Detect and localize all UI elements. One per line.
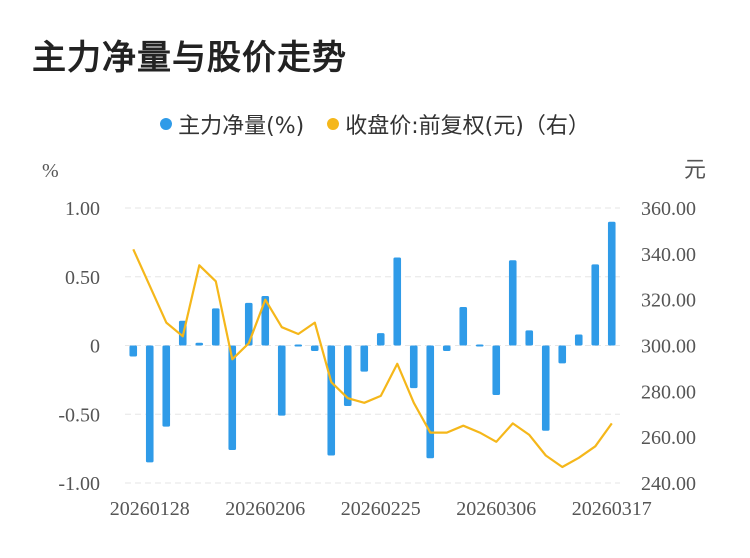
net-volume-bar (459, 307, 468, 346)
left-axis-unit: % (42, 160, 59, 182)
right-axis-tick-label: 320.00 (641, 290, 696, 312)
net-volume-bar (162, 345, 171, 427)
left-axis-ticks: 1.00 0.50 0 -0.50 -1.00 (58, 198, 100, 495)
net-volume-bar (574, 334, 583, 346)
right-axis-ticks: 360.00 340.00 320.00 300.00 280.00 260.00 240.… (641, 198, 696, 495)
net-volume-bar (442, 345, 451, 351)
net-volume-bar (129, 345, 138, 357)
x-axis-tick-label: 20260317 (572, 498, 652, 520)
net-volume-bar (360, 345, 369, 372)
x-axis-ticks: 20260128 20260206 20260225 20260306 20260317 (110, 498, 652, 520)
legend: 主力净量(%) 收盘价:前复权(元)（右） (0, 108, 750, 140)
legend-bar-marker-icon (160, 118, 173, 130)
right-axis-tick-label: 260.00 (641, 427, 696, 449)
net-volume-bar (525, 330, 534, 346)
legend-item-close-price[interactable]: 收盘价:前复权(元)（右） (327, 108, 590, 140)
net-volume-bar (343, 345, 352, 406)
legend-line-marker-icon (327, 118, 340, 130)
right-axis-tick-label: 240.00 (641, 473, 696, 495)
legend-item-net-volume[interactable]: 主力净量(%) (160, 108, 304, 140)
net-volume-bar (409, 345, 418, 389)
net-volume-bar (376, 333, 385, 346)
net-volume-bar (277, 345, 286, 416)
grid-lines (125, 207, 620, 484)
right-axis-tick-label: 340.00 (641, 244, 696, 266)
net-volume-bar (145, 345, 154, 463)
net-volume-bar (475, 344, 484, 347)
close-price-line-path (132, 248, 613, 469)
right-axis-unit: 元 (684, 157, 706, 182)
legend-label-net-volume: 主力净量(%) (178, 114, 305, 139)
x-axis-tick-label: 20260206 (225, 498, 305, 520)
net-volume-bar (607, 221, 616, 346)
net-volume-bar (310, 345, 319, 351)
net-volume-bar (244, 302, 253, 346)
net-volume-bar (294, 344, 303, 347)
left-axis-tick-label: 0 (90, 336, 100, 358)
right-axis-tick-label: 360.00 (641, 198, 696, 220)
left-axis-tick-label: -1.00 (58, 473, 100, 495)
net-volume-bar (211, 308, 220, 346)
net-volume-bar (558, 345, 567, 364)
left-axis-tick-label: 1.00 (65, 198, 100, 220)
left-axis-tick-label: -0.50 (58, 404, 100, 426)
net-volume-bar (492, 345, 501, 395)
x-axis-tick-label: 20260306 (456, 498, 536, 520)
net-volume-bar (261, 296, 270, 346)
chart-title: 主力净量与股价走势 (32, 38, 347, 78)
net-volume-bar (591, 264, 600, 346)
legend-label-close-price: 收盘价:前复权(元)（右） (345, 114, 590, 139)
net-volume-bar (541, 345, 550, 431)
x-axis-tick-label: 20260128 (110, 498, 190, 520)
close-price-line (132, 248, 613, 469)
right-axis-tick-label: 300.00 (641, 336, 696, 358)
net-volume-bar (327, 345, 336, 456)
net-volume-bars (129, 221, 616, 463)
net-volume-bar (508, 260, 517, 346)
net-volume-bar (195, 342, 204, 346)
net-volume-bar (393, 257, 402, 346)
x-axis-tick-label: 20260225 (341, 498, 421, 520)
net-volume-bar (228, 345, 237, 450)
net-volume-bar (426, 345, 435, 459)
right-axis-tick-label: 280.00 (641, 381, 696, 403)
left-axis-tick-label: 0.50 (65, 267, 100, 289)
